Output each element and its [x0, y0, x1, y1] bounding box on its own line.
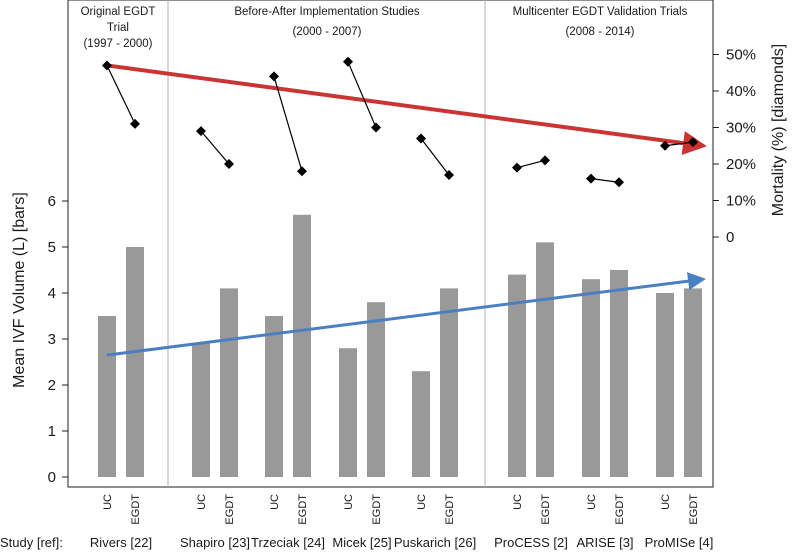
- volume-bar: [412, 371, 430, 477]
- y2-tick-label: 10%: [726, 193, 756, 210]
- x-category-label: UC: [660, 494, 672, 510]
- study-name: ARISE [3]: [576, 535, 633, 550]
- mortality-connector: [347, 61, 377, 128]
- volume-bar: [126, 247, 144, 477]
- mortality-diamond: [102, 60, 112, 71]
- mortality-diamond: [586, 173, 596, 184]
- study-name: ProCESS [2]: [494, 535, 568, 550]
- x-category-label: EGDT: [224, 494, 236, 525]
- y2-tick-label: 40%: [726, 83, 756, 100]
- volume-bar: [582, 279, 600, 477]
- mortality-diamond: [614, 177, 624, 188]
- study-name: ProMISe [4]: [645, 535, 714, 550]
- mortality-connector: [590, 178, 620, 183]
- volume-bar: [192, 343, 210, 477]
- y2-axis-title: Mortality (%) [diamonds]: [770, 44, 787, 217]
- study-name: Micek [25]: [332, 535, 391, 550]
- mortality-connector: [516, 159, 546, 169]
- mortality-connector: [420, 138, 450, 176]
- period-header-line: Before-After Implementation Studies: [234, 6, 420, 18]
- volume-bar: [536, 242, 554, 477]
- volume-bar: [440, 288, 458, 477]
- mortality-diamond: [269, 71, 279, 82]
- period-header-line: (2000 - 2007): [292, 26, 361, 38]
- volume-bar: [293, 214, 311, 478]
- period-header-line: Trial: [107, 22, 129, 34]
- volume-bar: [339, 348, 357, 477]
- period-header-line: Multicenter EGDT Validation Trials: [513, 6, 688, 18]
- x-category-label: EGDT: [297, 494, 309, 525]
- mortality-connector: [106, 65, 136, 125]
- volume-bar: [98, 316, 116, 477]
- x-category-label: EGDT: [614, 494, 626, 525]
- x-category-label: EGDT: [540, 494, 552, 525]
- mortality-diamond: [343, 56, 353, 67]
- mortality-diamond: [297, 166, 307, 177]
- mortality-trend-arrow: [106, 63, 707, 155]
- mortality-diamond: [130, 118, 140, 129]
- x-category-label: UC: [416, 494, 428, 510]
- mortality-diamond: [540, 155, 550, 166]
- mortality-connector: [273, 76, 303, 172]
- period-header-line: Original EGDT: [81, 6, 156, 18]
- x-category-label: EGDT: [444, 494, 456, 525]
- study-name: Rivers [22]: [90, 535, 152, 550]
- y-tick-label: 2: [48, 377, 56, 394]
- x-category-label: UC: [196, 494, 208, 510]
- volume-bar: [656, 293, 674, 477]
- study-row-label: Study [ref]:: [0, 535, 63, 550]
- y2-tick-label: 20%: [726, 156, 756, 173]
- x-category-label: UC: [586, 494, 598, 510]
- study-name: Puskarich [26]: [394, 535, 476, 550]
- y-tick-label: 0: [48, 469, 56, 486]
- x-category-label: EGDT: [688, 494, 700, 525]
- mortality-diamond: [416, 133, 426, 144]
- x-category-label: UC: [269, 494, 281, 510]
- x-category-label: UC: [343, 494, 355, 510]
- x-category-label: UC: [512, 494, 524, 510]
- volume-bar: [610, 270, 628, 477]
- x-category-label: EGDT: [371, 494, 383, 525]
- volume-bar: [220, 288, 238, 477]
- y-tick-label: 1: [48, 423, 56, 440]
- period-header-line: (2008 - 2014): [565, 26, 634, 38]
- y-axis-title: Mean IVF Volume (L) [bars]: [11, 192, 28, 388]
- volume-bar: [508, 274, 526, 477]
- y-tick-label: 3: [48, 331, 56, 348]
- plot-frame: [67, 0, 714, 488]
- mortality-diamond: [224, 159, 234, 169]
- mortality-connector: [664, 141, 694, 147]
- x-category-label: EGDT: [130, 494, 142, 525]
- mortality-connector: [200, 130, 230, 165]
- mortality-diamond: [371, 122, 381, 133]
- volume-bar: [265, 316, 283, 477]
- volume-bar: [367, 302, 385, 477]
- y2-tick-label: 50%: [726, 47, 756, 64]
- period-header-line: (1997 - 2000): [83, 38, 152, 50]
- mortality-diamond: [688, 137, 698, 148]
- mortality-diamond: [444, 169, 454, 180]
- volume-trend-arrow: [106, 272, 706, 357]
- mortality-diamond: [512, 162, 522, 173]
- mortality-diamond: [660, 140, 670, 151]
- y-tick-label: 5: [48, 239, 56, 256]
- study-name: Trzeciak [24]: [251, 535, 325, 550]
- y-tick-label: 4: [48, 285, 56, 302]
- y2-tick-label: 30%: [726, 120, 756, 137]
- y2-tick-label: 0: [726, 229, 734, 246]
- mortality-diamond: [196, 126, 206, 137]
- x-category-label: UC: [102, 494, 114, 510]
- study-name: Shapiro [23]: [180, 535, 250, 550]
- y-tick-label: 6: [48, 193, 56, 210]
- volume-bar: [684, 288, 702, 477]
